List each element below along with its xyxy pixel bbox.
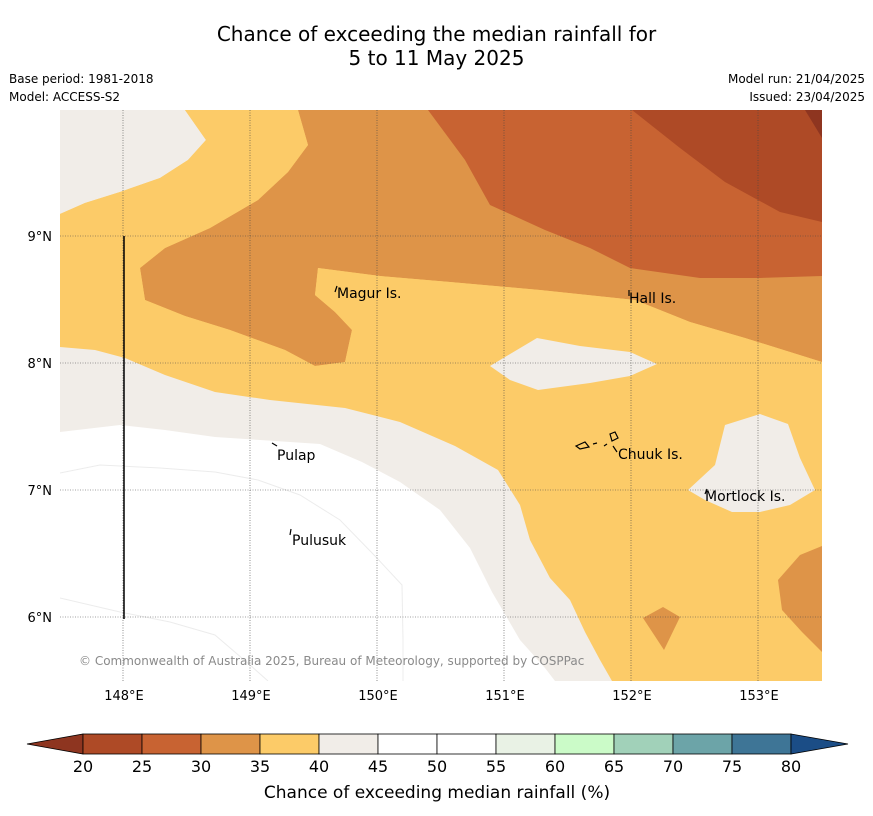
colorbar-tick-label: 30 bbox=[191, 757, 211, 776]
lon-tick-152e: 152°E bbox=[612, 689, 652, 704]
lat-tick-7n: 7°N bbox=[28, 484, 53, 499]
colorbar-cell bbox=[82, 733, 143, 755]
colorbar-cell bbox=[436, 733, 497, 755]
colorbar-tick-label: 55 bbox=[486, 757, 506, 776]
issued-text: Issued: 23/04/2025 bbox=[749, 90, 865, 104]
colorbar-tick-label: 80 bbox=[781, 757, 801, 776]
magur-island-marker bbox=[334, 285, 338, 293]
base-period-text: Base period: 1981-2018 bbox=[9, 72, 154, 86]
pulusuk-island-marker bbox=[289, 528, 292, 536]
colorbar-tick-label: 50 bbox=[427, 757, 447, 776]
lon-tick-149e: 149°E bbox=[231, 689, 271, 704]
run-info: Model run: 21/04/2025 Issued: 23/04/2025 bbox=[728, 70, 865, 106]
lon-tick-151e: 151°E bbox=[485, 689, 525, 704]
place-labels: Magur Is. Hall Is. Pulap Chuuk Is. Mortl… bbox=[277, 286, 785, 549]
lat-tick-8n: 8°N bbox=[28, 357, 53, 372]
region-below-20 bbox=[805, 110, 822, 138]
model-info: Base period: 1981-2018 Model: ACCESS-S2 bbox=[9, 70, 154, 106]
colorbar-cell bbox=[495, 733, 556, 755]
region-20-25-northeast bbox=[632, 110, 822, 222]
colorbar-tick-label: 75 bbox=[722, 757, 742, 776]
pulap-island-marker bbox=[271, 442, 278, 447]
colorbar-tick-label: 40 bbox=[309, 757, 329, 776]
copyright-text: © Commonwealth of Australia 2025, Bureau… bbox=[79, 654, 584, 668]
region-30-35-southeast bbox=[778, 546, 822, 652]
region-40-45-central-blob bbox=[490, 338, 657, 390]
colorbar-tick-label: 45 bbox=[368, 757, 388, 776]
colorbar-cell bbox=[613, 733, 674, 755]
lat-tick-9n: 9°N bbox=[28, 230, 53, 245]
place-label-mortlock: Mortlock Is. bbox=[705, 489, 785, 505]
island-markers bbox=[271, 285, 708, 536]
region-40-45-northwest bbox=[60, 110, 206, 214]
colorbar-label: Chance of exceeding median rainfall (%) bbox=[264, 783, 610, 803]
place-label-pulap: Pulap bbox=[277, 448, 316, 464]
model-run-text: Model run: 21/04/2025 bbox=[727, 72, 865, 86]
gridlines bbox=[60, 110, 822, 681]
colorbar-cell bbox=[731, 733, 792, 755]
colorbar-tick-label: 25 bbox=[132, 757, 152, 776]
colorbar-cell bbox=[377, 733, 438, 755]
map-title: Chance of exceeding the median rainfall … bbox=[0, 22, 873, 70]
map-area: Magur Is. Hall Is. Pulap Chuuk Is. Mortl… bbox=[60, 110, 822, 681]
colorbar-cells bbox=[82, 733, 792, 755]
chuuk-island-marker bbox=[574, 431, 619, 453]
colorbar-tick-label: 60 bbox=[545, 757, 565, 776]
colorbar-tick-label: 65 bbox=[604, 757, 624, 776]
colorbar: 20 25 30 35 40 45 50 55 60 65 70 75 80 Chance of exc… bbox=[26, 733, 849, 803]
place-label-pulusuk: Pulusuk bbox=[292, 533, 347, 549]
colorbar-tick-label: 35 bbox=[250, 757, 270, 776]
model-text: Model: ACCESS-S2 bbox=[9, 90, 121, 104]
colorbar-under-arrow bbox=[26, 733, 84, 755]
colorbar-cell bbox=[259, 733, 320, 755]
place-label-magur: Magur Is. bbox=[337, 286, 402, 302]
lat-tick-6n: 6°N bbox=[28, 611, 53, 626]
latitude-labels: 9°N 8°N 7°N 6°N bbox=[28, 230, 53, 626]
contour-line-50a bbox=[60, 464, 404, 681]
colorbar-cell bbox=[672, 733, 733, 755]
mortlock-island-marker bbox=[704, 488, 708, 495]
title-line-2: 5 to 11 May 2025 bbox=[348, 46, 525, 70]
contour-line-50b bbox=[60, 597, 269, 681]
longitude-labels: 148°E 149°E 150°E 151°E 152°E 153°E bbox=[104, 689, 779, 704]
colorbar-tick-label: 20 bbox=[73, 757, 93, 776]
lon-tick-150e: 150°E bbox=[358, 689, 398, 704]
colorbar-tick-labels: 20 25 30 35 40 45 50 55 60 65 70 75 80 bbox=[73, 757, 801, 776]
colorbar-cell bbox=[200, 733, 261, 755]
lon-tick-153e: 153°E bbox=[739, 689, 779, 704]
region-30-35-south-blob bbox=[643, 607, 680, 650]
region-40-45-mortlock-blob bbox=[688, 414, 815, 512]
colorbar-cell bbox=[318, 733, 379, 755]
place-label-hall: Hall Is. bbox=[629, 291, 676, 307]
title-line-1: Chance of exceeding the median rainfall … bbox=[216, 22, 657, 46]
place-label-chuuk: Chuuk Is. bbox=[618, 447, 683, 463]
lon-tick-148e: 148°E bbox=[104, 689, 144, 704]
colorbar-tick-label: 70 bbox=[663, 757, 683, 776]
colorbar-cell bbox=[554, 733, 615, 755]
colorbar-cell bbox=[141, 733, 202, 755]
colorbar-over-arrow bbox=[790, 733, 849, 755]
region-45-55-southwest bbox=[60, 425, 555, 681]
